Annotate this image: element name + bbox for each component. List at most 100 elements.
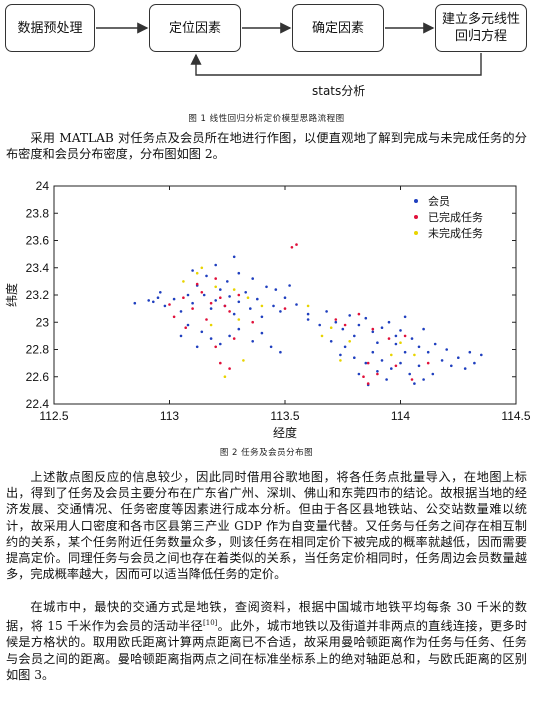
scatter-point-s0 bbox=[480, 353, 483, 357]
scatter-point-s1 bbox=[376, 372, 379, 376]
scatter-point-s0 bbox=[186, 293, 190, 297]
paragraph-2-text: 上述散点图反应的信息较少，因此同时借用谷歌地图，将各任务点批量导入，在地图上标出… bbox=[6, 470, 527, 582]
scatter-point-s2 bbox=[182, 280, 185, 283]
scatter-point-s1 bbox=[394, 364, 398, 368]
scatter-point-s1 bbox=[371, 327, 375, 331]
flow-step-preprocess: 数据预处理 bbox=[5, 4, 95, 52]
scatter-point-s1 bbox=[172, 315, 176, 319]
scatter-point-s2 bbox=[348, 340, 352, 343]
scatter-point-s1 bbox=[426, 361, 430, 365]
scatter-point-s0 bbox=[195, 345, 199, 349]
y-tick-label: 23.6 bbox=[26, 234, 50, 248]
scatter-point-s0 bbox=[265, 285, 268, 289]
scatter-point-s1 bbox=[205, 318, 208, 321]
scatter-point-s0 bbox=[339, 353, 342, 357]
scatter-point-s2 bbox=[320, 334, 324, 338]
scatter-point-s0 bbox=[295, 303, 298, 306]
scatter-point-s0 bbox=[147, 299, 150, 302]
scatter-point-s0 bbox=[237, 327, 241, 331]
y-axis-label: 纬度 bbox=[4, 283, 19, 307]
scatter-point-s0 bbox=[385, 378, 388, 381]
scatter-point-s0 bbox=[380, 359, 384, 362]
scatter-point-s0 bbox=[232, 312, 236, 316]
scatter-point-s0 bbox=[279, 310, 282, 313]
scatter-point-s2 bbox=[246, 296, 250, 299]
scatter-point-s1 bbox=[209, 301, 213, 305]
scatter-point-s0 bbox=[394, 334, 398, 338]
scatter-point-s2 bbox=[390, 353, 393, 357]
scatter-point-s2 bbox=[195, 271, 199, 275]
x-tick-label: 113 bbox=[160, 409, 179, 423]
scatter-point-s0 bbox=[172, 297, 176, 301]
scatter-point-s0 bbox=[219, 342, 222, 346]
scatter-point-s0 bbox=[463, 367, 467, 370]
scatter-point-s0 bbox=[357, 323, 361, 327]
scatter-point-s0 bbox=[394, 342, 398, 346]
scatter-point-s0 bbox=[226, 280, 229, 283]
scatter-point-s0 bbox=[306, 312, 310, 316]
scatter-point-s1 bbox=[191, 307, 194, 310]
scatter-point-s1 bbox=[283, 307, 287, 310]
scatter-point-s0 bbox=[306, 318, 310, 321]
scatter-point-s0 bbox=[417, 345, 421, 349]
scatter-point-s1 bbox=[195, 282, 199, 286]
scatter-point-s2 bbox=[232, 288, 236, 291]
scatter-point-s0 bbox=[251, 340, 254, 343]
scatter-point-s2 bbox=[413, 353, 416, 357]
scatter-point-s1 bbox=[219, 296, 222, 299]
scatter-point-s1 bbox=[387, 337, 391, 340]
scatter-point-s0 bbox=[260, 331, 264, 335]
scatter-point-s0 bbox=[274, 288, 278, 291]
scatter-point-s1 bbox=[200, 291, 204, 294]
scatter-point-s2 bbox=[339, 359, 342, 362]
scatter-point-s2 bbox=[329, 326, 333, 329]
flow-loop-label: stats分析 bbox=[312, 84, 366, 98]
figure2-caption: 图 2 任务及会员分布图 bbox=[219, 448, 314, 458]
scatter-point-s1 bbox=[184, 326, 187, 329]
scatter-chart: 112.5 113 113.5 114 114.5 22.4 22.6 22.8 23 23.2 2… bbox=[4, 179, 531, 440]
y-tick-label: 22.6 bbox=[26, 370, 50, 384]
scatter-point-s0 bbox=[237, 300, 241, 304]
scatter-point-s1 bbox=[214, 345, 217, 349]
scatter-point-s0 bbox=[426, 350, 430, 354]
scatter-point-s0 bbox=[376, 370, 379, 373]
scatter-point-s0 bbox=[228, 295, 231, 298]
scatter-point-s1 bbox=[228, 310, 231, 313]
scatter-point-s0 bbox=[450, 364, 453, 368]
scatter-point-s1 bbox=[237, 293, 241, 297]
scatter-point-s1 bbox=[366, 361, 370, 365]
scatter-point-s2 bbox=[306, 304, 310, 308]
scatter-point-s2 bbox=[237, 318, 241, 321]
scatter-point-s0 bbox=[473, 361, 476, 365]
x-tick-label: 114.5 bbox=[501, 409, 530, 423]
scatter-point-s0 bbox=[219, 288, 222, 291]
citation-ref: [10] bbox=[203, 619, 218, 628]
scatter-point-s0 bbox=[413, 382, 416, 385]
scatter-point-s0 bbox=[228, 334, 231, 338]
scatter-point-s1 bbox=[362, 375, 365, 378]
paragraph-3-part1: 在城市中，最快的交通方式是地铁，查阅资料，根据中国城市地铁平均每条 30 千米的… bbox=[6, 600, 527, 634]
scatter-point-s0 bbox=[209, 307, 213, 310]
scatter-point-s1 bbox=[343, 323, 347, 327]
y-tick-label: 22.8 bbox=[26, 343, 50, 357]
x-tick-label: 114 bbox=[391, 409, 410, 423]
scatter-point-s0 bbox=[422, 327, 425, 331]
scatter-point-s0 bbox=[341, 327, 345, 331]
scatter-point-s1 bbox=[410, 378, 414, 381]
paragraph-1: 采用 MATLAB 对任务点及会员所在地进行作图，以便直观地了解到完成与未完成任… bbox=[6, 130, 527, 162]
scatter-point-s0 bbox=[232, 255, 236, 259]
scatter-point-s0 bbox=[343, 345, 347, 349]
scatter-point-s0 bbox=[283, 296, 287, 299]
scatter-point-s0 bbox=[214, 299, 217, 302]
flowchart-arrows bbox=[96, 22, 482, 76]
scatter-point-s0 bbox=[348, 314, 352, 317]
scatter-point-s1 bbox=[357, 312, 361, 316]
scatter-point-s0 bbox=[364, 361, 368, 365]
paragraph-3-text: 在城市中，最快的交通方式是地铁，查阅资料，根据中国城市地铁平均每条 30 千米的… bbox=[6, 599, 527, 683]
scatter-point-s0 bbox=[255, 297, 259, 301]
scatter-point-s0 bbox=[318, 323, 322, 327]
y-tick-label: 24 bbox=[36, 179, 50, 193]
scatter-point-s1 bbox=[168, 303, 171, 306]
flow-step-locate-factors: 定位因素 bbox=[149, 4, 241, 52]
scatter-point-s0 bbox=[156, 296, 160, 299]
